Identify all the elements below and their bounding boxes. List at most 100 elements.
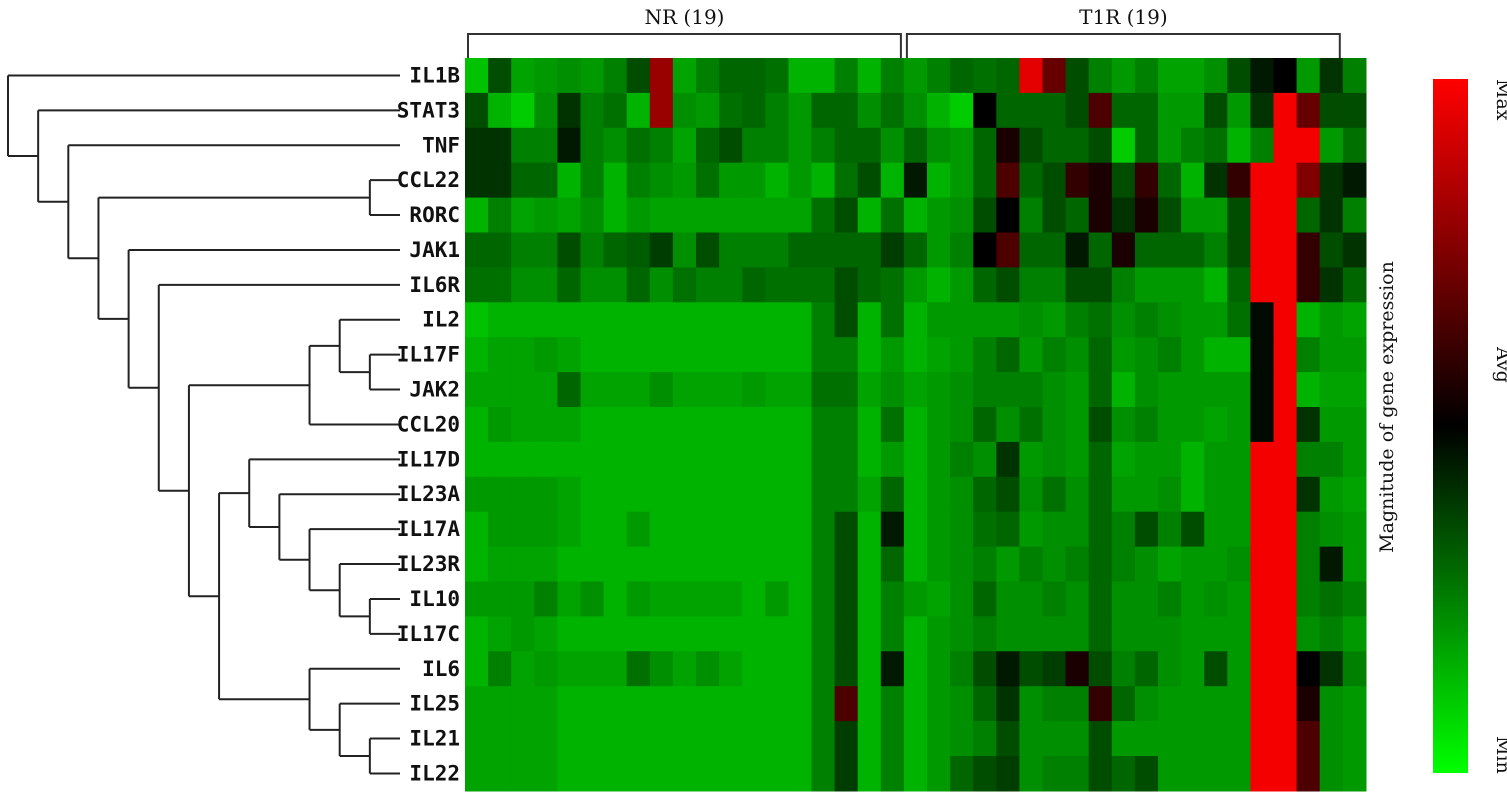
heatmap-cell	[511, 546, 535, 583]
heatmap-cell	[1273, 686, 1298, 722]
heatmap-cell	[811, 58, 836, 94]
heatmap-cell	[1296, 337, 1321, 373]
heatmap-cell	[672, 546, 697, 583]
heatmap-cell	[1181, 616, 1205, 652]
heatmap-cell	[1181, 267, 1205, 303]
heatmap-cell	[1204, 197, 1228, 234]
heatmap-cell	[488, 127, 512, 164]
heatmap-cell	[719, 476, 743, 513]
heatmap-cell	[557, 651, 582, 687]
heatmap-cell	[880, 441, 905, 478]
heatmap-cell	[834, 651, 859, 687]
heatmap-cell	[880, 581, 905, 617]
heatmap-cell	[465, 546, 489, 583]
heatmap-cell	[1042, 267, 1067, 303]
heatmap-cell	[696, 232, 720, 268]
heatmap-cell	[788, 546, 813, 583]
heatmap-cell	[788, 686, 813, 722]
heatmap-cell	[1342, 302, 1367, 338]
heatmap-cell	[696, 721, 720, 757]
heatmap-cell	[1181, 58, 1205, 94]
heatmap-cell	[788, 58, 813, 94]
heatmap-cell	[580, 232, 605, 268]
heatmap-cell	[511, 721, 535, 757]
heatmap-cell	[1296, 511, 1321, 548]
heatmap-cell	[1181, 162, 1205, 199]
color-scale-avg-label: Avg	[1492, 346, 1507, 383]
heatmap-cell	[1158, 511, 1182, 548]
heatmap-cell	[811, 511, 836, 548]
row-label: IL25	[409, 692, 460, 716]
heatmap-cell	[950, 441, 974, 478]
row-label: IL6	[422, 657, 460, 681]
row-label: IL1B	[409, 64, 460, 88]
heatmap-cell	[557, 302, 582, 338]
heatmap-cell	[1204, 686, 1228, 722]
heatmap-cell	[857, 441, 882, 478]
heatmap-cell	[857, 511, 882, 548]
heatmap-cell	[511, 686, 535, 722]
heatmap-cell	[672, 651, 697, 687]
heatmap-cell	[834, 127, 859, 164]
heatmap-cell	[1227, 197, 1251, 234]
heatmap-cell	[1181, 721, 1205, 757]
heatmap-cell	[1227, 581, 1251, 617]
heatmap-cell	[626, 407, 651, 443]
heatmap-cell	[927, 581, 951, 617]
heatmap-cell	[857, 476, 882, 513]
heatmap-cell	[1042, 511, 1067, 548]
heatmap-cell	[603, 372, 628, 408]
heatmap-cell	[1042, 197, 1067, 234]
heatmap-cell	[742, 337, 766, 373]
heatmap-cell	[1181, 92, 1205, 129]
heatmap-cell	[834, 162, 859, 199]
heatmap-cell	[1204, 511, 1228, 548]
heatmap-cell	[1158, 337, 1182, 373]
heatmap-cell	[719, 302, 743, 338]
heatmap-cell	[1088, 476, 1113, 513]
heatmap-cell	[511, 58, 535, 94]
heatmap-cell	[1273, 651, 1298, 687]
heatmap-cell	[511, 337, 535, 373]
heatmap-cell	[672, 302, 697, 338]
heatmap-cell	[1019, 58, 1044, 94]
heatmap-cell	[534, 476, 558, 513]
heatmap-cell	[903, 162, 928, 199]
heatmap-cell	[996, 302, 1020, 338]
heatmap-cell	[1181, 476, 1205, 513]
heatmap-cell	[834, 511, 859, 548]
heatmap-cell	[1088, 441, 1113, 478]
heatmap-cell	[1342, 616, 1367, 652]
heatmap-cell	[1134, 511, 1159, 548]
heatmap-cell	[1319, 756, 1344, 792]
heatmap-cell	[950, 581, 974, 617]
heatmap-cell	[488, 267, 512, 303]
heatmap-cell	[1134, 337, 1159, 373]
heatmap-cell	[950, 302, 974, 338]
heatmap-cell	[1181, 546, 1205, 583]
heatmap-cell	[1250, 127, 1275, 164]
heatmap-cell	[880, 197, 905, 234]
heatmap-cell	[672, 197, 697, 234]
heatmap-cell	[1227, 756, 1251, 792]
heatmap-cell	[996, 337, 1020, 373]
heatmap-cell	[1181, 686, 1205, 722]
heatmap-cell	[1042, 651, 1067, 687]
heatmap-cell	[1296, 441, 1321, 478]
heatmap-cell	[511, 197, 535, 234]
heatmap-cell	[765, 686, 789, 722]
heatmap-cell	[1342, 686, 1367, 722]
heatmap-cell	[1042, 756, 1067, 792]
heatmap-cell	[626, 721, 651, 757]
heatmap-cell	[488, 511, 512, 548]
heatmap-cell	[1065, 407, 1090, 443]
row-label: IL22	[409, 762, 460, 786]
heatmap-cell	[1134, 267, 1159, 303]
heatmap-cell	[996, 407, 1020, 443]
row-label: TNF	[422, 133, 460, 157]
heatmap-cell	[1273, 372, 1298, 408]
heatmap-cell	[765, 407, 789, 443]
heatmap-cell	[950, 232, 974, 268]
heatmap-cell	[465, 476, 489, 513]
heatmap-cell	[696, 372, 720, 408]
